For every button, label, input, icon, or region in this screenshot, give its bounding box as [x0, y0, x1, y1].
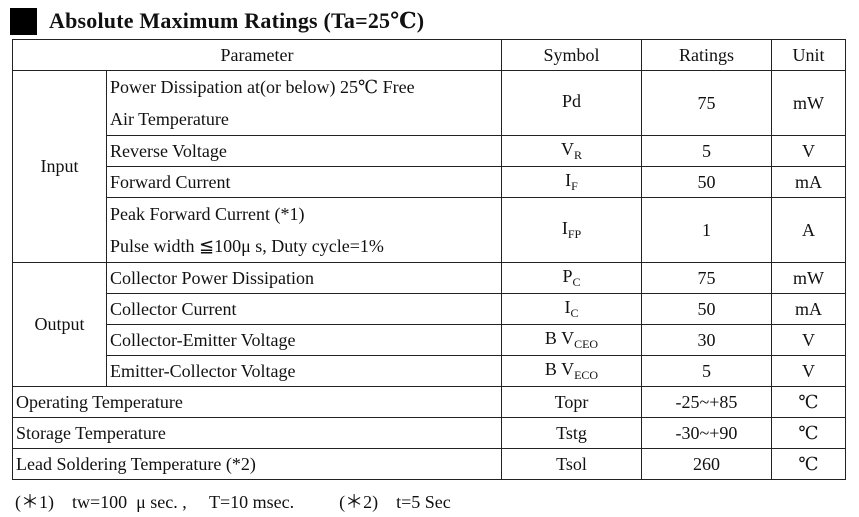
param-cell: Forward Current [106, 166, 502, 198]
table-row: Lead Soldering Temperature (*2) Tsol 260… [12, 448, 846, 480]
rating-cell: 50 [641, 166, 772, 198]
symbol-cell: VR [501, 135, 642, 167]
unit-cell: ℃ [771, 448, 846, 480]
param-cell: Storage Temperature [12, 417, 502, 449]
black-square-icon [10, 7, 37, 35]
table-row: Reverse Voltage VR 5 V [13, 135, 846, 167]
footnotes: (＊1) tw=100 μ sec. , T=10 msec. (＊2) t=5… [15, 492, 451, 512]
table-row: Peak Forward Current (*1) Pulse width ≦1… [13, 197, 846, 263]
header-ratings: Ratings [641, 39, 772, 71]
unit-cell: V [771, 324, 846, 356]
param-cell: Collector-Emitter Voltage [106, 324, 502, 356]
unit-cell: mW [771, 70, 846, 136]
symbol-cell: Tstg [501, 417, 642, 449]
rating-cell: 75 [641, 70, 772, 136]
param-cell: Collector Power Dissipation [106, 262, 502, 294]
rating-cell: 1 [641, 197, 772, 263]
symbol-cell: Topr [501, 386, 642, 418]
param-cell: Emitter-Collector Voltage [106, 355, 502, 387]
header-row: Parameter Symbol Ratings Unit [12, 39, 846, 71]
param-cell: Operating Temperature [12, 386, 502, 418]
rating-cell: 75 [641, 262, 772, 294]
table-row: Input Power Dissipation at(or below) 25℃… [12, 70, 846, 263]
symbol-cell: IFP [501, 197, 642, 263]
table-row: Output Collector Power Dissipation PC 75… [12, 262, 846, 387]
rating-cell: 5 [641, 355, 772, 387]
header-symbol: Symbol [501, 39, 642, 71]
header-unit: Unit [771, 39, 846, 71]
param-cell: Collector Current [106, 293, 502, 325]
rating-cell: 260 [641, 448, 772, 480]
unit-cell: mA [771, 166, 846, 198]
table-row: Storage Temperature Tstg -30~+90 ℃ [12, 417, 846, 449]
symbol-cell: PC [501, 262, 642, 294]
param-cell: Peak Forward Current (*1) Pulse width ≦1… [106, 197, 502, 263]
unit-cell: mA [771, 293, 846, 325]
rating-cell: 30 [641, 324, 772, 356]
rating-cell: -25~+85 [641, 386, 772, 418]
table-row: Collector-Emitter Voltage B VCEO 30 V [13, 324, 846, 356]
symbol-cell: IC [501, 293, 642, 325]
param-cell: Lead Soldering Temperature (*2) [12, 448, 502, 480]
symbol-cell: Pd [501, 70, 642, 136]
rating-cell: 5 [641, 135, 772, 167]
symbol-cell: IF [501, 166, 642, 198]
unit-cell: mW [771, 262, 846, 294]
param-cell: Reverse Voltage [106, 135, 502, 167]
table-row: Forward Current IF 50 mA [13, 166, 846, 198]
symbol-cell: B VCEO [501, 324, 642, 356]
param-cell: Power Dissipation at(or below) 25℃ Free … [106, 70, 502, 136]
symbol-cell: B VECO [501, 355, 642, 387]
group-label-input: Input [12, 70, 107, 263]
table-row: Emitter-Collector Voltage B VECO 5 V [13, 355, 846, 387]
header-parameter: Parameter [12, 39, 502, 71]
group-label-output: Output [12, 262, 107, 387]
table-row: Operating Temperature Topr -25~+85 ℃ [12, 386, 846, 418]
rating-cell: 50 [641, 293, 772, 325]
table-row: Collector Current IC 50 mA [13, 293, 846, 325]
title-text: Absolute Maximum Ratings (Ta=25℃) [49, 8, 425, 33]
unit-cell: V [771, 135, 846, 167]
unit-cell: A [771, 197, 846, 263]
section-title: Absolute Maximum Ratings (Ta=25℃) [10, 6, 424, 36]
unit-cell: ℃ [771, 386, 846, 418]
ratings-table: Parameter Symbol Ratings Unit Input Powe… [12, 39, 846, 480]
unit-cell: V [771, 355, 846, 387]
rating-cell: -30~+90 [641, 417, 772, 449]
symbol-cell: Tsol [501, 448, 642, 480]
unit-cell: ℃ [771, 417, 846, 449]
